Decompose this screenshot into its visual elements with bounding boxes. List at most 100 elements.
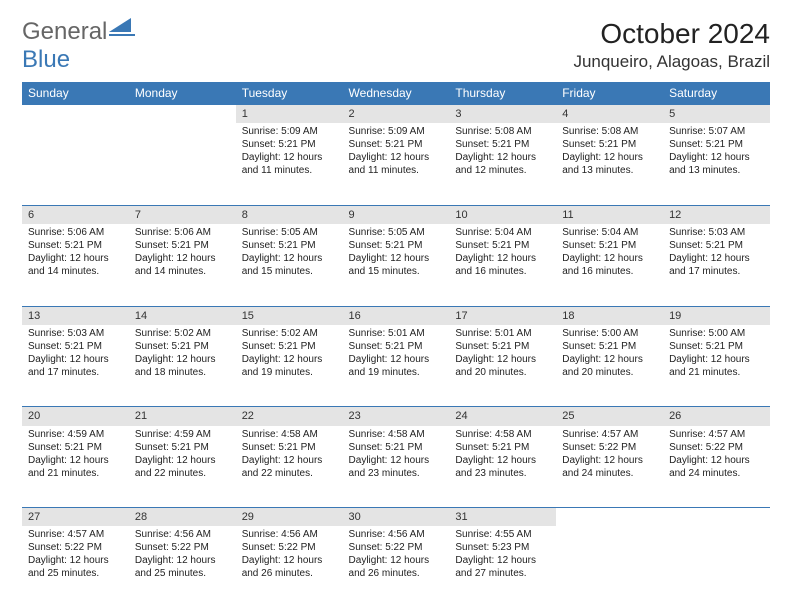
day-data-cell: Sunrise: 4:56 AMSunset: 5:22 PMDaylight:… — [129, 526, 236, 608]
day-data-cell: Sunrise: 5:09 AMSunset: 5:21 PMDaylight:… — [236, 123, 343, 205]
cell-line: and 18 minutes. — [135, 366, 230, 379]
calendar-table: SundayMondayTuesdayWednesdayThursdayFrid… — [22, 82, 770, 608]
cell-line: and 16 minutes. — [455, 265, 550, 278]
cell-line: Daylight: 12 hours — [349, 252, 444, 265]
cell-line: Daylight: 12 hours — [669, 151, 764, 164]
cell-line: Sunrise: 5:04 AM — [455, 226, 550, 239]
cell-line: Sunset: 5:21 PM — [135, 239, 230, 252]
cell-line: Sunset: 5:21 PM — [562, 138, 657, 151]
cell-line: Sunset: 5:21 PM — [455, 239, 550, 252]
weekday-header-row: SundayMondayTuesdayWednesdayThursdayFrid… — [22, 82, 770, 105]
cell-line: Sunrise: 4:58 AM — [349, 428, 444, 441]
cell-line: and 22 minutes. — [135, 467, 230, 480]
cell-line: Sunset: 5:21 PM — [455, 441, 550, 454]
cell-line: Sunset: 5:21 PM — [349, 340, 444, 353]
month-title: October 2024 — [573, 18, 770, 50]
day-number-cell: 9 — [343, 205, 450, 224]
day-number-cell — [556, 508, 663, 527]
cell-line: Daylight: 12 hours — [242, 151, 337, 164]
day-data-row: Sunrise: 5:06 AMSunset: 5:21 PMDaylight:… — [22, 224, 770, 306]
cell-line: Sunset: 5:21 PM — [455, 138, 550, 151]
cell-line: Sunset: 5:22 PM — [28, 541, 123, 554]
day-number-cell: 10 — [449, 205, 556, 224]
day-data-cell: Sunrise: 4:59 AMSunset: 5:21 PMDaylight:… — [22, 426, 129, 508]
cell-line: Sunrise: 5:09 AM — [242, 125, 337, 138]
day-data-cell — [22, 123, 129, 205]
cell-line: and 20 minutes. — [562, 366, 657, 379]
cell-line: Daylight: 12 hours — [455, 151, 550, 164]
cell-line: Sunset: 5:22 PM — [669, 441, 764, 454]
cell-line: and 16 minutes. — [562, 265, 657, 278]
cell-line: Daylight: 12 hours — [242, 353, 337, 366]
cell-line: and 25 minutes. — [135, 567, 230, 580]
day-data-cell: Sunrise: 4:56 AMSunset: 5:22 PMDaylight:… — [236, 526, 343, 608]
day-number-row: 6789101112 — [22, 205, 770, 224]
day-number-cell: 12 — [663, 205, 770, 224]
day-number-cell: 20 — [22, 407, 129, 426]
cell-line: Sunset: 5:21 PM — [135, 441, 230, 454]
cell-line: and 19 minutes. — [242, 366, 337, 379]
cell-line: Sunrise: 5:02 AM — [242, 327, 337, 340]
cell-line: Sunset: 5:21 PM — [562, 340, 657, 353]
day-data-cell: Sunrise: 4:59 AMSunset: 5:21 PMDaylight:… — [129, 426, 236, 508]
cell-line: and 20 minutes. — [455, 366, 550, 379]
day-number-cell: 29 — [236, 508, 343, 527]
cell-line: and 24 minutes. — [562, 467, 657, 480]
cell-line: Sunrise: 5:00 AM — [562, 327, 657, 340]
day-number-cell: 26 — [663, 407, 770, 426]
cell-line: Sunset: 5:21 PM — [242, 441, 337, 454]
cell-line: Sunrise: 5:01 AM — [455, 327, 550, 340]
day-data-cell: Sunrise: 5:04 AMSunset: 5:21 PMDaylight:… — [556, 224, 663, 306]
header: General Blue October 2024 Junqueiro, Ala… — [22, 18, 770, 74]
cell-line: Sunrise: 5:03 AM — [28, 327, 123, 340]
day-data-row: Sunrise: 5:09 AMSunset: 5:21 PMDaylight:… — [22, 123, 770, 205]
day-data-cell: Sunrise: 5:07 AMSunset: 5:21 PMDaylight:… — [663, 123, 770, 205]
day-data-cell: Sunrise: 5:03 AMSunset: 5:21 PMDaylight:… — [663, 224, 770, 306]
day-data-cell: Sunrise: 5:00 AMSunset: 5:21 PMDaylight:… — [556, 325, 663, 407]
cell-line: Daylight: 12 hours — [562, 252, 657, 265]
day-data-cell: Sunrise: 4:57 AMSunset: 5:22 PMDaylight:… — [22, 526, 129, 608]
cell-line: Sunset: 5:22 PM — [562, 441, 657, 454]
day-data-cell: Sunrise: 4:58 AMSunset: 5:21 PMDaylight:… — [343, 426, 450, 508]
title-block: October 2024 Junqueiro, Alagoas, Brazil — [573, 18, 770, 72]
cell-line: Sunrise: 4:58 AM — [242, 428, 337, 441]
cell-line: and 11 minutes. — [349, 164, 444, 177]
day-data-cell: Sunrise: 5:08 AMSunset: 5:21 PMDaylight:… — [449, 123, 556, 205]
logo-text-blue: Blue — [22, 46, 70, 73]
cell-line: Sunrise: 5:02 AM — [135, 327, 230, 340]
cell-line: and 21 minutes. — [28, 467, 123, 480]
day-number-cell: 15 — [236, 306, 343, 325]
cell-line: and 27 minutes. — [455, 567, 550, 580]
day-number-row: 2728293031 — [22, 508, 770, 527]
cell-line: Sunset: 5:23 PM — [455, 541, 550, 554]
cell-line: and 17 minutes. — [669, 265, 764, 278]
day-data-cell: Sunrise: 5:06 AMSunset: 5:21 PMDaylight:… — [129, 224, 236, 306]
cell-line: Sunset: 5:22 PM — [135, 541, 230, 554]
cell-line: Daylight: 12 hours — [135, 353, 230, 366]
day-data-row: Sunrise: 4:57 AMSunset: 5:22 PMDaylight:… — [22, 526, 770, 608]
day-number-cell: 11 — [556, 205, 663, 224]
day-number-cell: 25 — [556, 407, 663, 426]
day-number-cell: 24 — [449, 407, 556, 426]
cell-line: Sunset: 5:21 PM — [349, 441, 444, 454]
cell-line: Sunrise: 4:56 AM — [242, 528, 337, 541]
day-number-cell: 22 — [236, 407, 343, 426]
day-data-cell: Sunrise: 4:58 AMSunset: 5:21 PMDaylight:… — [449, 426, 556, 508]
location: Junqueiro, Alagoas, Brazil — [573, 52, 770, 72]
day-data-cell: Sunrise: 5:00 AMSunset: 5:21 PMDaylight:… — [663, 325, 770, 407]
cell-line: and 23 minutes. — [349, 467, 444, 480]
cell-line: Daylight: 12 hours — [28, 454, 123, 467]
day-number-cell: 7 — [129, 205, 236, 224]
day-number-row: 13141516171819 — [22, 306, 770, 325]
day-data-cell — [556, 526, 663, 608]
day-number-cell: 21 — [129, 407, 236, 426]
cell-line: Daylight: 12 hours — [562, 454, 657, 467]
cell-line: Sunrise: 4:55 AM — [455, 528, 550, 541]
cell-line: Sunrise: 5:06 AM — [135, 226, 230, 239]
day-data-cell — [129, 123, 236, 205]
cell-line: Sunrise: 5:00 AM — [669, 327, 764, 340]
cell-line: Sunrise: 5:04 AM — [562, 226, 657, 239]
day-data-cell: Sunrise: 5:05 AMSunset: 5:21 PMDaylight:… — [236, 224, 343, 306]
day-data-cell: Sunrise: 5:09 AMSunset: 5:21 PMDaylight:… — [343, 123, 450, 205]
day-data-cell: Sunrise: 5:05 AMSunset: 5:21 PMDaylight:… — [343, 224, 450, 306]
